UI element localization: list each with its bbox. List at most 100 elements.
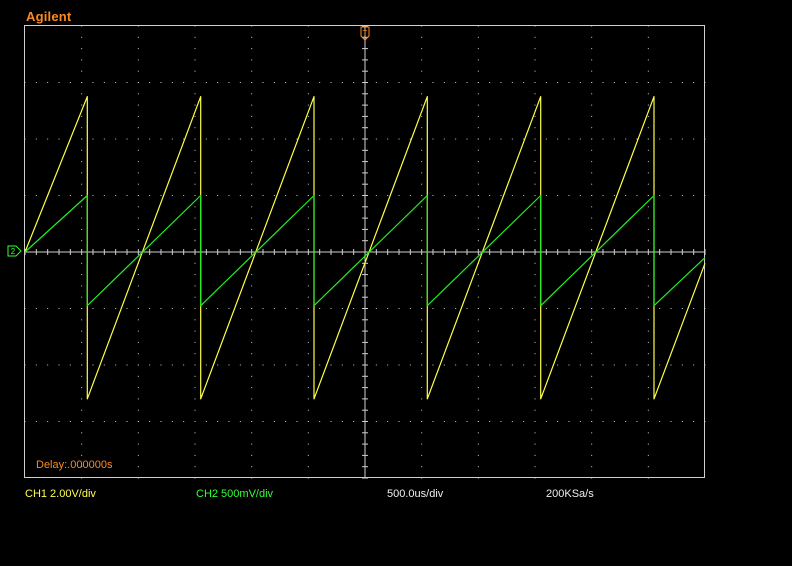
- grid-dot: [466, 138, 468, 140]
- grid-dot: [251, 274, 253, 276]
- grid-dot: [205, 82, 207, 83]
- grid-dot: [307, 70, 309, 72]
- grid-dot: [647, 115, 649, 117]
- grid-dot: [307, 454, 309, 456]
- grid-dot: [273, 308, 275, 309]
- grid-dot: [421, 48, 423, 50]
- grid-dot: [330, 138, 332, 140]
- grid-dot: [477, 466, 479, 468]
- grid-dot: [534, 206, 536, 208]
- grid-dot: [81, 375, 83, 377]
- grid-dot: [534, 398, 536, 400]
- grid-dot: [194, 443, 196, 445]
- grid-dot: [251, 308, 253, 309]
- grid-dot: [477, 387, 479, 389]
- grid-dot: [534, 330, 536, 332]
- grid-dot: [489, 421, 491, 422]
- grid-dot: [681, 82, 683, 83]
- grid-dot: [137, 409, 139, 411]
- grid-dot: [500, 308, 502, 309]
- grid-dot: [81, 161, 83, 163]
- grid-dot: [591, 466, 593, 468]
- grid-dot: [421, 25, 423, 27]
- grid-dot: [149, 195, 151, 196]
- grid-dot: [421, 172, 423, 174]
- ch2-ground-marker-icon: 2: [7, 245, 22, 257]
- grid-dot: [670, 421, 672, 422]
- grid-dot: [273, 421, 275, 422]
- delay-readout: Delay:.000000s: [36, 459, 113, 471]
- grid-dot: [194, 375, 196, 377]
- grid-dot: [251, 127, 253, 129]
- grid-dot: [307, 443, 309, 445]
- grid-dot: [670, 195, 672, 196]
- grid-dot: [81, 70, 83, 72]
- grid-dot: [307, 115, 309, 117]
- grid-dot: [81, 228, 83, 230]
- grid-dot: [251, 104, 253, 106]
- grid-dot: [591, 285, 593, 287]
- grid-dot: [613, 308, 615, 309]
- grid-dot: [455, 364, 457, 366]
- grid-dot: [126, 138, 128, 140]
- grid-dot: [477, 228, 479, 230]
- grid-dot: [137, 183, 139, 185]
- grid-dot: [579, 138, 581, 140]
- grid-dot: [398, 138, 400, 140]
- grid-dot: [466, 195, 468, 196]
- grid-dot: [591, 364, 593, 366]
- grid-dot: [613, 138, 615, 140]
- grid-dot: [24, 308, 26, 309]
- grid-dot: [341, 138, 343, 140]
- grid-dot: [81, 82, 83, 83]
- grid-dot: [251, 364, 253, 366]
- grid-dot: [47, 138, 49, 140]
- grid-dot: [511, 195, 513, 196]
- grid-dot: [103, 195, 105, 196]
- grid-dot: [183, 308, 185, 309]
- grid-dot: [307, 274, 309, 276]
- grid-dot: [81, 353, 83, 355]
- grid-dot: [534, 149, 536, 151]
- grid-dot: [421, 262, 423, 264]
- grid-dot: [477, 59, 479, 61]
- trace-ch1: [24, 95, 706, 400]
- grid-dot: [69, 308, 71, 309]
- grid-dot: [92, 195, 94, 196]
- grid-dot: [81, 25, 83, 27]
- grid-dot: [421, 353, 423, 355]
- grid-dot: [137, 36, 139, 38]
- grid-dot: [477, 149, 479, 151]
- grid-dot: [387, 195, 389, 196]
- grid-dot: [217, 82, 219, 83]
- grid-dot: [534, 36, 536, 38]
- grid-dot: [81, 432, 83, 434]
- grid-dot: [602, 364, 604, 366]
- grid-dot: [557, 308, 559, 309]
- grid-dot: [126, 195, 128, 196]
- grid-dot: [330, 82, 332, 83]
- grid-dot: [477, 195, 479, 196]
- grid-dot: [194, 285, 196, 287]
- grid-dot: [262, 195, 264, 196]
- graticule-grid: [24, 25, 706, 479]
- grid-dot: [693, 308, 695, 309]
- grid-dot: [319, 82, 321, 83]
- grid-dot: [534, 319, 536, 321]
- grid-dot: [545, 82, 547, 83]
- grid-dot: [353, 82, 355, 83]
- grid-dot: [591, 387, 593, 389]
- grid-dot: [69, 364, 71, 366]
- grid-dot: [489, 138, 491, 140]
- grid-dot: [92, 82, 94, 83]
- grid-dot: [647, 93, 649, 95]
- grid-dot: [194, 36, 196, 38]
- grid-dot: [647, 228, 649, 230]
- grid-dot: [194, 341, 196, 343]
- grid-dot: [477, 375, 479, 377]
- grid-dot: [171, 364, 173, 366]
- grid-dot: [659, 138, 661, 140]
- grid-dot: [251, 341, 253, 343]
- grid-dot: [477, 308, 479, 309]
- grid-dot: [24, 421, 26, 422]
